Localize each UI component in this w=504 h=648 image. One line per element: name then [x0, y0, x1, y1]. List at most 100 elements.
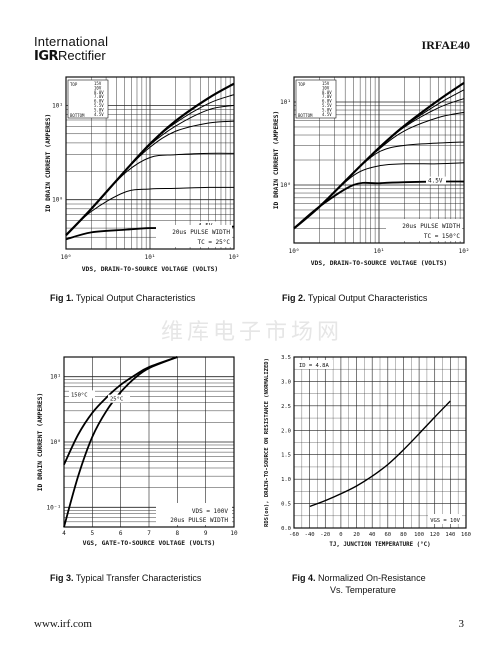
figure-4-xtick: -40: [305, 532, 315, 538]
brand-logo: IGR: [34, 49, 59, 64]
figure-1-legend-vgs: 6.0V: [94, 99, 104, 104]
figure-4-xtick: 60: [385, 532, 392, 538]
figure-1-series-6.0V: [65, 152, 235, 236]
figure-3-xtick: 6: [119, 530, 123, 537]
figure-2-ylabel: ID DRAIN CURRENT (AMPERES): [273, 111, 280, 210]
figure-4-xtick: 120: [430, 532, 440, 538]
plot-frame: [65, 76, 235, 250]
figure-4-xtick: 20: [353, 532, 360, 538]
figure-1-xlabel: VDS, DRAIN-TO-SOURCE VOLTAGE (VOLTS): [82, 266, 218, 273]
figure-2-legend-vgs: 7.0V: [322, 94, 332, 99]
figure-2-legend-vgs: 8.0V: [322, 90, 332, 95]
figure-4-caption-line2: Vs. Temperature: [330, 585, 396, 595]
figure-4-series: [309, 400, 451, 508]
figure-3-caption: Fig 3. Typical Transfer Characteristics: [50, 573, 202, 583]
figure-2-curve-label-bg: [426, 176, 446, 185]
figure-2-legend-bottom: BOTTOM: [298, 113, 313, 118]
figure-3-xtick: 10: [230, 530, 238, 537]
figure-4-note2-bg: [428, 514, 462, 524]
figure-3-curve-label-150C: 150°C: [71, 392, 88, 398]
figure-2-ytick: 10⁰: [280, 182, 291, 189]
figure-2-xlabel: VDS, DRAIN-TO-SOURCE VOLTAGE (VOLTS): [311, 260, 447, 267]
figure-1-legend-vgs: 15V: [94, 81, 102, 86]
figure-1-legend-vgs: 8.0V: [94, 90, 104, 95]
figure-4-ylabel: RDS(on), DRAIN-TO-SOURCE ON RESISTANCE (…: [264, 358, 270, 527]
figure-3-xtick: 9: [204, 530, 208, 537]
figure-1-legend-top: TOP: [70, 82, 78, 87]
figure-2-legend-vgs: 4.5V: [322, 112, 332, 117]
figure-4-ytick: 1.5: [281, 453, 291, 459]
figure-4-ytick: 0.0: [281, 526, 291, 532]
figure-4-xtick: 100: [414, 532, 424, 538]
figure-4-note-id: ID = 4.8A: [299, 363, 329, 369]
figure-3-curve1-bg: [69, 390, 95, 399]
brand-subline: IGRRectifier: [34, 48, 106, 64]
figure-1-xtick: 10⁰: [61, 254, 72, 261]
figure-1-legend-vgs: 5.5V: [94, 103, 104, 108]
brand-name: International: [34, 34, 109, 49]
figure-2-legend-vgs: 6.0V: [322, 99, 332, 104]
page-number: 3: [458, 618, 465, 630]
part-number: IRFAE40: [421, 38, 470, 52]
brand-rectifier: Rectifier: [58, 48, 106, 63]
figure-3-note-pulse: 20us PULSE WIDTH: [170, 517, 228, 524]
figure-3-ylabel: ID DRAIN CURRENT (AMPERES): [37, 393, 44, 492]
figure-2-curve-label: 4.5V: [428, 178, 443, 185]
figure-2-xtick: 10²: [459, 248, 470, 255]
figure-1-legend-box: [67, 79, 109, 119]
figure-3-series-0: [63, 356, 178, 466]
figure-1-ytick: 10⁰: [52, 197, 63, 204]
figure-2-legend-box: [295, 79, 337, 119]
figure-1-caption: Fig 1. Typical Output Characteristics: [50, 293, 196, 303]
figure-1-legend-bottom: BOTTOM: [70, 113, 85, 118]
figure-2-note-pulse: 20us PULSE WIDTH: [402, 223, 460, 230]
figure-3-note-bg: [156, 503, 232, 525]
figure-3-xtick: 4: [62, 530, 66, 537]
figure-4-xtick: 0: [339, 532, 342, 538]
figure-3-xtick: 7: [147, 530, 151, 537]
figure-1-ytick: 10¹: [52, 102, 63, 109]
figure-1-ylabel: ID DRAIN CURRENT (AMPERES): [45, 114, 52, 213]
figure-4-ytick: 3.5: [281, 355, 291, 361]
figure-4-xtick: 140: [445, 532, 455, 538]
figure-4-ytick: 3.0: [281, 379, 291, 385]
figure-3-xtick: 5: [91, 530, 95, 537]
figure-1-note-pulse: 20us PULSE WIDTH: [172, 229, 230, 236]
figure-4-ytick: 2.0: [281, 428, 291, 434]
figure-2-legend-vgs: 10V: [322, 85, 330, 90]
figure-2-legend-vgs: 15V: [322, 81, 330, 86]
figure-2-note-bg: [386, 219, 462, 241]
figure-1-legend-vgs: 4.5V: [94, 112, 104, 117]
figure-3-curve2-bg: [108, 394, 130, 403]
figure-4-note1-bg: [297, 360, 333, 369]
watermark: 维库电子市场网: [160, 320, 343, 345]
figure-1-legend-vgs: 7.0V: [94, 94, 104, 99]
figure-2-legend-vgs: 5.5V: [322, 103, 332, 108]
plot-frame: [293, 76, 465, 244]
figure-4-xtick: 80: [400, 532, 407, 538]
figure-1-legend-vgs: 5.0V: [94, 107, 104, 112]
figure-1-xtick: 10¹: [145, 254, 156, 261]
figure-3-curve-label-25C: 25°C: [110, 397, 123, 403]
figure-4-note-vgs: VGS = 10V: [430, 518, 460, 524]
figure-3-ytick: 10⁰: [50, 439, 61, 446]
figure-2-note-temp: TC = 150°C: [424, 233, 461, 240]
figure-3-xtick: 8: [176, 530, 180, 537]
figure-2-ytick: 10¹: [280, 99, 291, 106]
figure-3-note-vds: VDS = 100V: [192, 508, 229, 515]
figure-4-xtick: -60: [289, 532, 299, 538]
figure-4-ytick: 1.0: [281, 477, 291, 483]
figure-4-xlabel: TJ, JUNCTION TEMPERATURE (°C): [329, 542, 430, 548]
figure-1-series-5.0V: [65, 186, 235, 236]
figure-1-legend-vgs: 10V: [94, 85, 102, 90]
figure-4-ytick: 0.5: [281, 502, 291, 508]
figure-2-caption: Fig 2. Typical Output Characteristics: [282, 293, 428, 303]
plot-frame: [293, 356, 467, 529]
figure-2-legend-vgs: 5.0V: [322, 107, 332, 112]
figure-4-xtick: 40: [369, 532, 376, 538]
figure-2-legend-top: TOP: [298, 82, 306, 87]
figure-1-note-bg: [156, 225, 232, 247]
footer-url: www.irf.com: [34, 618, 92, 630]
figure-4-xtick: 160: [461, 532, 471, 538]
